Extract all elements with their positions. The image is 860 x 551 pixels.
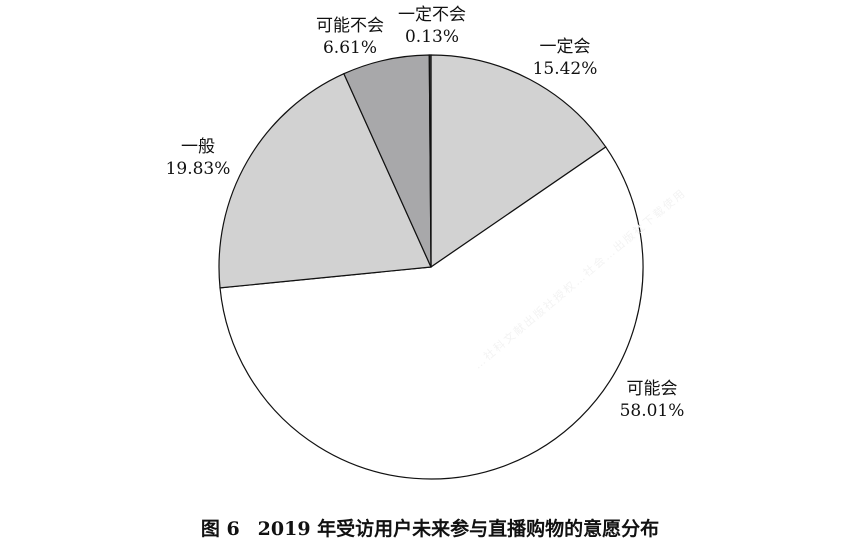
pie-slice: [430, 54, 607, 269]
figure-title: 2019 年受访用户未来参与直播购物的意愿分布: [257, 518, 660, 540]
slice-label-name: 可能会: [627, 379, 678, 399]
slice-label-name: 可能不会: [316, 16, 384, 36]
slice-label-name: 一定会: [540, 37, 591, 57]
slice-label-value: 6.61%: [323, 38, 377, 58]
figure-caption: 图 6 2019 年受访用户未来参与直播购物的意愿分布: [0, 514, 860, 541]
pie-slice: [218, 72, 432, 289]
slice-label-value: 58.01%: [620, 401, 685, 421]
slice-label-name: 一定不会: [398, 5, 466, 25]
pie-slice: [219, 146, 644, 480]
pie-slice: [428, 54, 432, 268]
figure-number: 图 6: [200, 518, 240, 540]
pie-slices: [218, 54, 644, 480]
slice-label-value: 19.83%: [166, 159, 231, 179]
slice-label-value: 15.42%: [533, 59, 598, 79]
slice-label-name: 一般: [181, 137, 215, 157]
slice-label-value: 0.13%: [405, 27, 459, 47]
